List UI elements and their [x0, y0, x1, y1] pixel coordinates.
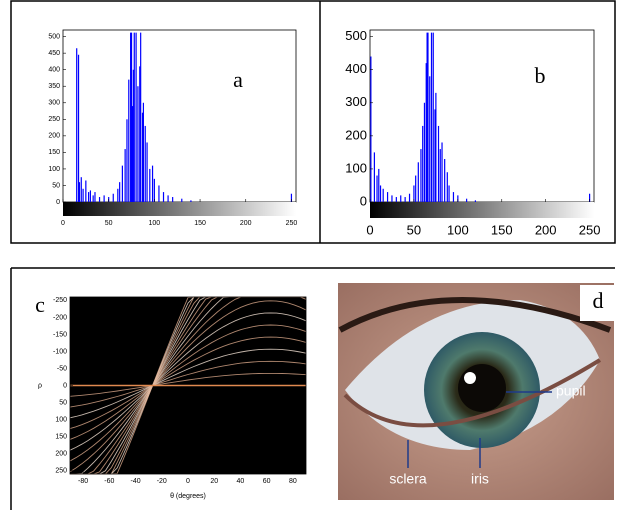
y-tick-label: 200: [345, 127, 367, 142]
x-tick-label: 250: [579, 222, 601, 237]
colorbar: [370, 202, 594, 218]
hough-curve: [69, 348, 307, 419]
y-tick-label: 50: [52, 182, 60, 189]
colorbar: [63, 202, 296, 216]
x-tick-label: 100: [447, 222, 469, 237]
y-tick-label: 250: [55, 467, 67, 474]
y-tick-label: 100: [345, 160, 367, 175]
y-tick-label: 200: [55, 450, 67, 457]
x-tick-label: 50: [105, 220, 113, 227]
panel-label: b: [535, 63, 546, 88]
x-tick-label: 0: [61, 220, 65, 227]
plot-area: [369, 29, 595, 203]
histogram: [76, 32, 293, 202]
x-tick-label: 150: [491, 222, 513, 237]
x-tick-label: -40: [130, 478, 140, 485]
hough-curve: [69, 300, 307, 462]
eye-photo: d pupil iris sclera: [338, 283, 614, 500]
y-tick-label: -150: [53, 331, 67, 338]
plot-area: [62, 29, 297, 203]
y-tick-label: 150: [55, 433, 67, 440]
annotation: sclera: [389, 471, 427, 487]
x-tick-label: 100: [149, 220, 161, 227]
x-tick-label: 250: [286, 220, 298, 227]
y-tick-label: 300: [48, 100, 60, 107]
x-tick-label: 0: [186, 478, 190, 485]
x-axis-label: θ (degrees): [170, 493, 206, 500]
panel-label: d: [593, 288, 604, 313]
y-tick-label: 50: [59, 399, 67, 406]
y-tick-label: -200: [53, 314, 67, 321]
x-tick-label: 40: [237, 478, 245, 485]
y-tick-label: 300: [345, 94, 367, 109]
y-tick-label: 150: [48, 149, 60, 156]
y-tick-label: 0: [360, 193, 367, 208]
x-tick-label: 80: [289, 478, 297, 485]
y-tick-label: 0: [63, 382, 67, 389]
y-tick-label: -100: [53, 348, 67, 355]
y-axis-label: ρ: [38, 382, 42, 389]
y-tick-label: 100: [55, 416, 67, 423]
histogram: [370, 32, 591, 202]
annotation: pupil: [556, 383, 586, 399]
hough-curve: [69, 312, 307, 451]
y-tick-label: 350: [48, 83, 60, 90]
y-tick-label: 250: [48, 116, 60, 123]
x-tick-label: -80: [78, 478, 88, 485]
hough-curve: [69, 372, 307, 397]
x-tick-label: 200: [535, 222, 557, 237]
x-tick-label: 20: [210, 478, 218, 485]
y-tick-label: 450: [48, 50, 60, 57]
x-tick-label: 60: [263, 478, 271, 485]
hough-curve: [69, 324, 307, 440]
hough-curve: [69, 336, 307, 430]
panel-label: a: [233, 67, 243, 92]
y-tick-label: 500: [48, 33, 60, 40]
x-tick-label: -20: [157, 478, 167, 485]
x-tick-label: 150: [194, 220, 206, 227]
y-tick-label: 500: [345, 28, 367, 43]
panels: [10, 0, 616, 510]
x-tick-label: 50: [407, 222, 421, 237]
y-tick-label: 0: [56, 199, 60, 206]
panel-label: c: [35, 292, 45, 317]
x-tick-label: 0: [366, 222, 373, 237]
y-tick-label: -250: [53, 297, 67, 304]
y-tick-label: 200: [48, 133, 60, 140]
annotation: iris: [471, 471, 489, 487]
y-tick-label: 400: [345, 61, 367, 76]
y-tick-label: 100: [48, 166, 60, 173]
y-tick-label: 400: [48, 67, 60, 74]
hough-curve: [69, 360, 307, 408]
x-tick-label: 200: [240, 220, 252, 227]
x-tick-label: -60: [104, 478, 114, 485]
y-tick-label: -50: [57, 365, 67, 372]
